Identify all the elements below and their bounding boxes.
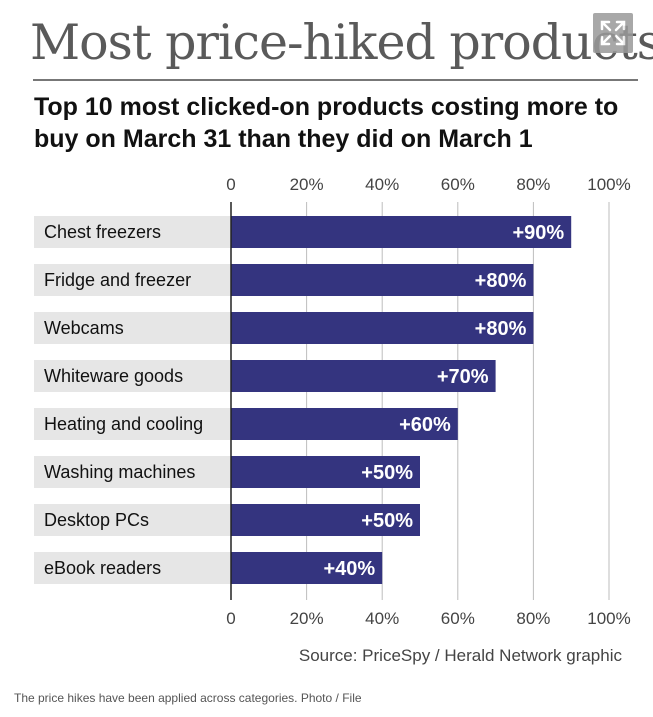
bar — [231, 312, 534, 344]
category-label: Webcams — [44, 318, 124, 338]
category-label: Desktop PCs — [44, 510, 149, 530]
bar — [231, 360, 496, 392]
tick-label-bottom: 40% — [365, 609, 399, 628]
category-label-band — [34, 456, 231, 488]
data-label: +60% — [399, 414, 451, 436]
data-label: +50% — [361, 462, 413, 484]
category-label-band — [34, 552, 231, 584]
category-label: Heating and cooling — [44, 414, 203, 434]
bar — [231, 264, 534, 296]
tick-label-bottom: 0 — [226, 609, 235, 628]
tick-label-top: 40% — [365, 175, 399, 194]
page-title: Most price-hiked products — [30, 14, 653, 71]
bar — [231, 504, 420, 536]
category-label: Fridge and freezer — [44, 270, 191, 290]
chart-source: Source: PriceSpy / Herald Network graphi… — [298, 646, 622, 665]
tick-label-bottom: 80% — [516, 609, 550, 628]
bar — [231, 456, 420, 488]
expand-button[interactable] — [593, 13, 633, 53]
photo-caption: The price hikes have been applied across… — [14, 691, 362, 705]
bar — [231, 408, 458, 440]
category-label-band — [34, 360, 231, 392]
tick-label-top: 80% — [516, 175, 550, 194]
data-label: +90% — [512, 222, 564, 244]
tick-label-top: 100% — [587, 175, 630, 194]
category-label: Washing machines — [44, 462, 195, 482]
category-label: Chest freezers — [44, 222, 161, 242]
category-label: eBook readers — [44, 558, 161, 578]
bar-chart: Chest freezers +90% Fridge and freezer +80%… — [34, 175, 631, 628]
category-label-band — [34, 216, 231, 248]
data-label: +50% — [361, 510, 413, 532]
expand-icon — [600, 20, 626, 46]
bar — [231, 216, 572, 248]
data-label: +80% — [475, 270, 527, 292]
data-label: +80% — [475, 318, 527, 340]
tick-label-top: 60% — [441, 175, 475, 194]
category-label: Whiteware goods — [44, 366, 183, 386]
chart-subtitle: Top 10 most clicked-on products costing … — [34, 93, 619, 153]
tick-label-bottom: 60% — [441, 609, 475, 628]
title-divider — [33, 79, 638, 81]
category-label-band — [34, 312, 231, 344]
tick-label-bottom: 20% — [290, 609, 324, 628]
tick-label-bottom: 100% — [587, 609, 630, 628]
category-label-band — [34, 264, 231, 296]
category-label-band — [34, 504, 231, 536]
tick-label-top: 0 — [226, 175, 235, 194]
category-label-band — [34, 408, 231, 440]
bar — [231, 552, 383, 584]
data-label: +70% — [437, 366, 489, 388]
data-label: +40% — [323, 558, 375, 580]
tick-label-top: 20% — [290, 175, 324, 194]
